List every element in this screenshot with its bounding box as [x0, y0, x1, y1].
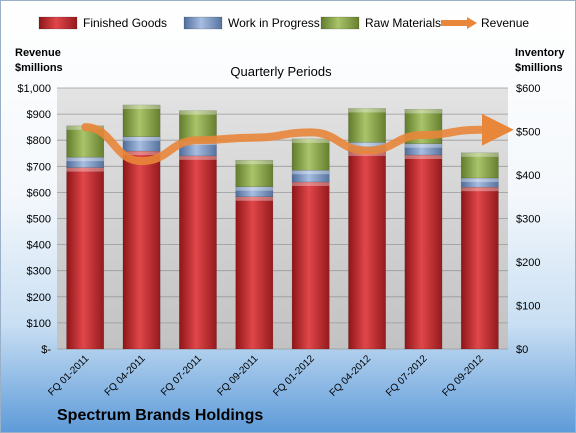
x-tick-label: FQ 04-2011	[103, 353, 148, 398]
legend-label: Work in Progress	[228, 16, 320, 30]
work-in-progress-bar-cap	[66, 157, 104, 162]
raw-materials-bar-cap	[235, 160, 273, 165]
raw-materials-bar-cap	[179, 110, 217, 115]
legend-swatch	[320, 16, 360, 30]
left-tick-label: $700	[27, 161, 51, 173]
revenue-line	[81, 113, 514, 166]
right-tick-label: $300	[516, 214, 540, 226]
legend-swatch	[38, 16, 78, 30]
raw-materials-bar	[122, 104, 161, 137]
finished-goods-bar-cap	[461, 187, 499, 192]
legend-label: Raw Materials	[365, 16, 441, 30]
legend-label: Finished Goods	[83, 16, 167, 30]
legend: Finished Goods Work in Progress Raw Materi…	[38, 16, 529, 30]
raw-materials-bar-cap	[292, 138, 330, 143]
raw-materials-bar	[348, 108, 386, 143]
revenue-line-group	[81, 113, 514, 166]
raw-materials-bar	[179, 110, 217, 142]
right-tick-label: $500	[516, 127, 540, 139]
work-in-progress-bar-cap	[122, 136, 161, 141]
work-in-progress-bar-cap	[348, 142, 386, 147]
finished-goods-bar	[235, 196, 274, 350]
x-tick-label: FQ 01-2012	[271, 353, 317, 399]
left-axis-label-line2: $millions	[15, 62, 63, 74]
company-name: Spectrum Brands Holdings	[57, 407, 264, 424]
x-tick-label: FQ 09-2012	[440, 353, 486, 399]
right-axis-label-line2: $millions	[515, 62, 563, 74]
left-tick-label: $1,000	[17, 83, 51, 95]
left-tick-label: $200	[27, 292, 51, 304]
finished-goods-bar-cap	[66, 167, 104, 172]
raw-materials-bar-cap	[122, 104, 161, 109]
right-tick-label: $100	[516, 301, 540, 313]
finished-goods-bar	[66, 167, 105, 350]
work-in-progress-bar-cap	[235, 186, 273, 191]
legend-arrow-icon	[467, 17, 477, 29]
finished-goods-bar-cap	[404, 154, 443, 159]
raw-materials-bar-cap	[404, 109, 443, 114]
x-tick-label: FQ 09-2011	[215, 353, 260, 398]
finished-goods-bar-cap	[292, 181, 330, 186]
chart-title: Quarterly Periods	[230, 64, 332, 79]
right-axis-ticks: $0 $100 $200 $300 $400 $500 $600	[516, 83, 540, 356]
left-axis-label-line1: Revenue	[15, 47, 61, 59]
finished-goods-bar-cap	[235, 196, 273, 201]
left-tick-label: $500	[27, 214, 51, 226]
x-tick-label: FQ 07-2012	[384, 353, 430, 399]
x-axis-ticks: FQ 01-2011 FQ 04-2011 FQ 07-2011 FQ 09-2011…	[46, 353, 486, 399]
raw-materials-bar	[235, 159, 274, 187]
finished-goods-bar	[404, 154, 443, 350]
raw-materials-bar	[291, 138, 330, 171]
right-tick-label: $600	[516, 83, 540, 95]
finished-goods-bar	[291, 181, 330, 350]
work-in-progress-bar-cap	[292, 170, 330, 175]
left-axis-ticks: $- $100 $200 $300 $400 $500 $600 $700 $800 $900 $1…	[17, 83, 51, 356]
finished-goods-bar	[348, 151, 386, 350]
left-tick-label: $100	[27, 318, 51, 330]
left-tick-label: $900	[27, 109, 51, 121]
x-tick-label: FQ 04-2012	[328, 353, 374, 399]
right-tick-label: $0	[516, 344, 528, 356]
left-tick-label: $-	[41, 344, 51, 356]
right-tick-label: $200	[516, 257, 540, 269]
legend-label: Revenue	[481, 16, 529, 30]
finished-goods-bar-cap	[122, 151, 161, 156]
left-tick-label: $600	[27, 187, 51, 199]
work-in-progress-bar-cap	[461, 178, 499, 183]
finished-goods-bar	[122, 150, 161, 350]
finished-goods-bar	[460, 186, 499, 350]
legend-swatch	[183, 16, 223, 30]
left-tick-label: $400	[27, 240, 51, 252]
finished-goods-bar-cap	[179, 155, 217, 160]
raw-materials-bar-cap	[461, 152, 499, 157]
finished-goods-bar	[179, 155, 217, 350]
right-tick-label: $400	[516, 170, 540, 182]
raw-materials-bar	[460, 152, 499, 179]
left-tick-label: $300	[27, 266, 51, 278]
left-tick-label: $800	[27, 135, 51, 147]
x-tick-label: FQ 01-2011	[46, 353, 91, 398]
raw-materials-bar-cap	[348, 108, 386, 113]
work-in-progress-bar-cap	[404, 143, 443, 148]
right-axis-label-line1: Inventory	[515, 47, 565, 59]
x-tick-label: FQ 07-2011	[159, 353, 204, 398]
